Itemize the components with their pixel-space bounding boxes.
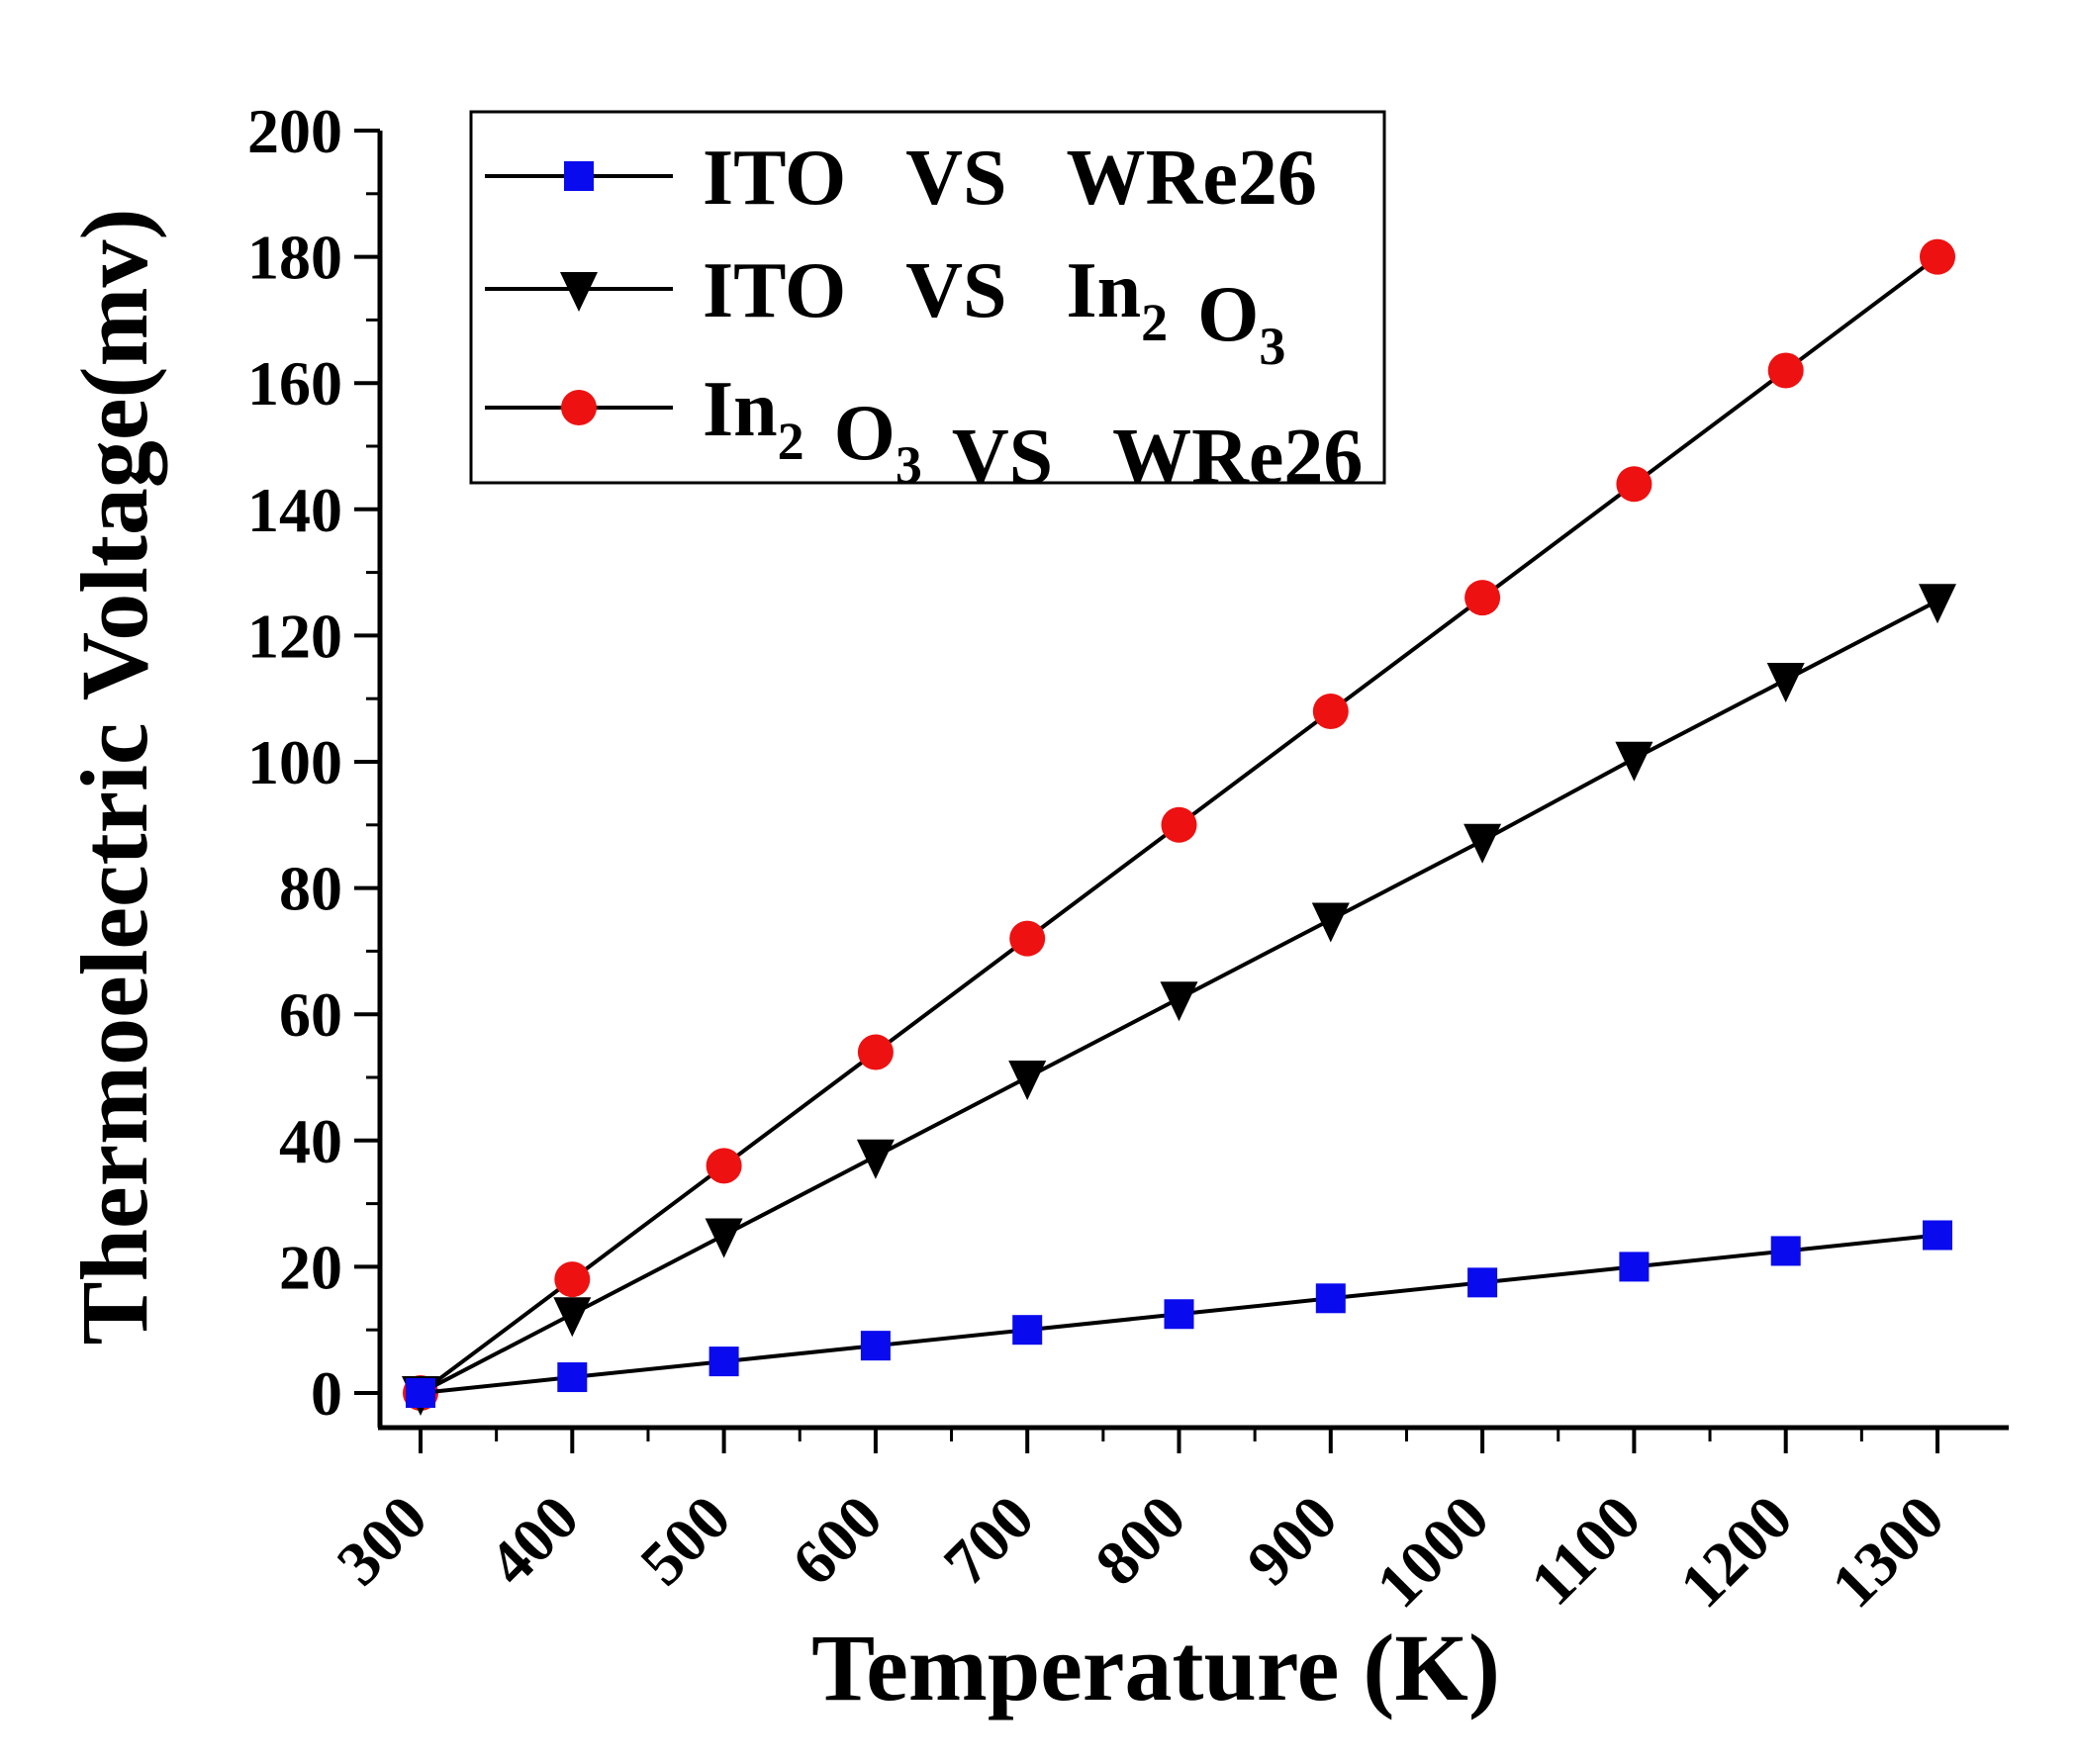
data-point-triangle-down [1160, 981, 1198, 1022]
legend-label: ITO VS WRe26 [703, 135, 1317, 222]
x-tick-label: 400 [475, 1482, 592, 1599]
data-point-circle [1464, 580, 1501, 616]
data-point-square [708, 1346, 739, 1377]
x-tick-label: 600 [779, 1482, 896, 1599]
x-tick-label: 1300 [1818, 1482, 1957, 1622]
series-square [406, 1220, 1952, 1408]
legend-word: In [703, 366, 778, 453]
legend-word: In [1067, 247, 1142, 334]
y-tick-label: 200 [247, 96, 342, 166]
data-point-square [1923, 1220, 1952, 1251]
data-point-triangle-down [1463, 823, 1502, 864]
x-tick-label: 500 [626, 1482, 743, 1599]
legend-marker-triangle-down [560, 272, 598, 312]
y-axis-title: Thermoelectric Voltage(mv) [61, 209, 167, 1346]
legend-box [469, 110, 1386, 485]
data-point-triangle-down [1615, 741, 1653, 782]
legend-word: ITO [703, 135, 846, 222]
data-point-circle [706, 1148, 742, 1184]
x-tick-label: 800 [1082, 1482, 1198, 1599]
y-tick-label: 0 [311, 1358, 342, 1429]
data-point-circle [1161, 806, 1197, 843]
legend-word: O [834, 390, 896, 477]
legend-word: VS [905, 135, 1006, 222]
data-point-circle [1312, 693, 1349, 729]
y-tick-label: 20 [279, 1232, 342, 1302]
data-point-triangle-down [1766, 663, 1805, 703]
data-point-triangle-down [1008, 1061, 1047, 1100]
x-tick-label: 1200 [1666, 1482, 1806, 1622]
legend-word: ITO [703, 247, 846, 334]
legend-label: In2 O3 VS WRe26 [703, 366, 1363, 501]
data-point-square [1012, 1315, 1043, 1346]
data-point-square [406, 1378, 435, 1408]
y-tick-label: 160 [247, 348, 342, 418]
data-point-triangle-down [1919, 584, 1956, 624]
y-tick-label: 180 [247, 223, 342, 293]
series-triangle-down [402, 584, 1956, 1416]
y-tick-label: 120 [247, 601, 342, 671]
data-point-square [1164, 1299, 1194, 1330]
legend-subscript: 2 [1141, 293, 1168, 352]
data-point-square [860, 1331, 891, 1361]
legend-subscript: 3 [896, 435, 922, 495]
legend-subscript: 3 [1259, 317, 1285, 376]
series-circle [403, 238, 1955, 1411]
data-point-circle [1920, 238, 1955, 275]
series-layer [402, 238, 1956, 1416]
legend-marker-square [564, 161, 594, 191]
data-point-triangle-down [705, 1218, 743, 1258]
legend-subscript: 2 [778, 412, 804, 471]
x-tick-label: 300 [324, 1482, 440, 1599]
y-tick-label: 40 [279, 1106, 342, 1176]
y-tick-label: 100 [247, 727, 342, 797]
legend-marker-circle [561, 390, 597, 425]
data-point-square [1770, 1236, 1801, 1266]
data-point-triangle-down [553, 1297, 592, 1338]
y-tick-label: 140 [247, 475, 342, 545]
data-point-triangle-down [856, 1139, 895, 1179]
legend-word: O [1197, 271, 1259, 358]
y-tick-label: 60 [279, 979, 342, 1050]
legend-word: VS [905, 247, 1006, 334]
x-tick-label: 700 [930, 1482, 1047, 1599]
x-tick-label: 1100 [1517, 1482, 1653, 1619]
data-point-square [557, 1362, 588, 1393]
data-point-square [1619, 1252, 1650, 1282]
data-point-circle [1767, 352, 1804, 389]
data-point-circle [857, 1034, 894, 1070]
legend-word: WRe26 [1067, 135, 1317, 222]
legend-word: WRe26 [1112, 414, 1363, 501]
legend-word: VS [952, 414, 1053, 501]
y-tick-label: 80 [279, 854, 342, 924]
data-point-square [1315, 1283, 1346, 1314]
data-point-triangle-down [1311, 902, 1350, 943]
x-tick-label: 900 [1234, 1482, 1351, 1599]
legend-label: ITO VS In2 O3 [703, 247, 1285, 376]
data-point-square [1467, 1267, 1498, 1298]
data-point-circle [1616, 466, 1652, 503]
data-point-circle [1009, 920, 1046, 957]
data-point-circle [554, 1261, 591, 1298]
x-tick-label: 1000 [1363, 1482, 1502, 1622]
x-axis-title: Temperature (K) [811, 1615, 1500, 1720]
